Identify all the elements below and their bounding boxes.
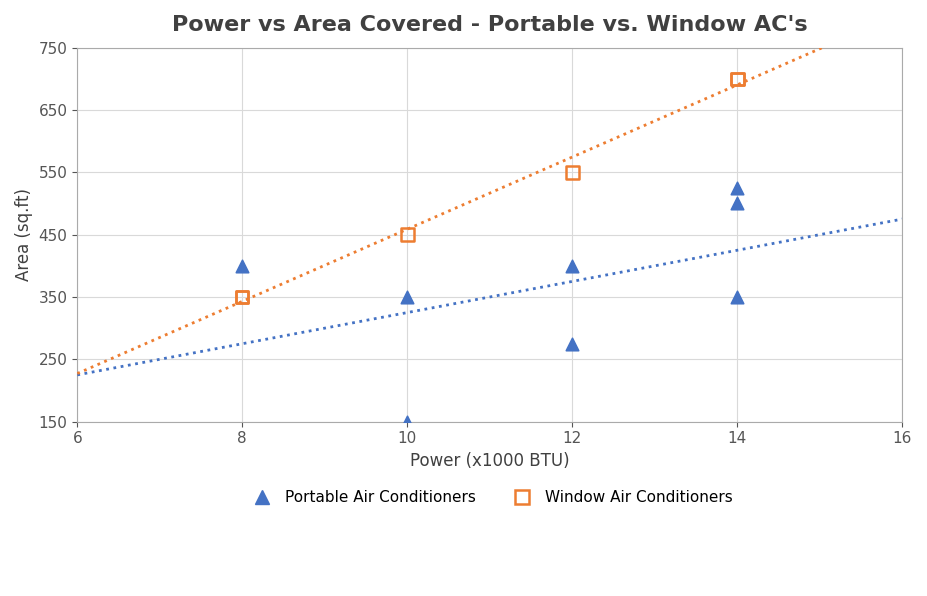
Point: [565, 167, 579, 177]
Point: [730, 292, 744, 302]
Point: [730, 74, 744, 83]
Point: [400, 230, 414, 240]
Point: [400, 417, 414, 426]
Point: [565, 339, 579, 349]
X-axis label: Power (x1000 BTU): Power (x1000 BTU): [410, 452, 569, 470]
Legend: Portable Air Conditioners, Window Air Conditioners: Portable Air Conditioners, Window Air Co…: [241, 484, 739, 511]
Point: [235, 261, 249, 271]
Point: [235, 292, 249, 302]
Point: [400, 292, 414, 302]
Point: [730, 74, 744, 83]
Point: [730, 198, 744, 208]
Title: Power vs Area Covered - Portable vs. Window AC's: Power vs Area Covered - Portable vs. Win…: [172, 15, 807, 35]
Y-axis label: Area (sq.ft): Area (sq.ft): [15, 188, 33, 281]
Point: [565, 261, 579, 271]
Point: [730, 183, 744, 193]
Point: [235, 292, 249, 302]
